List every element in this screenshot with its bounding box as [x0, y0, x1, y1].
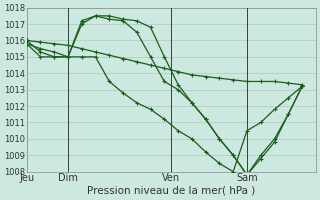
X-axis label: Pression niveau de la mer( hPa ): Pression niveau de la mer( hPa ): [87, 186, 255, 196]
